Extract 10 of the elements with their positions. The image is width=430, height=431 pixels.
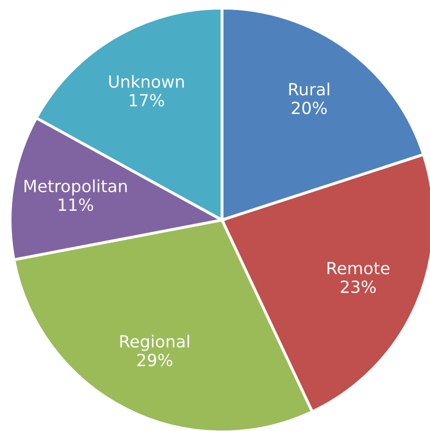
slice-label: Unknown (109, 74, 184, 88)
slice-label: Remote (328, 262, 390, 274)
slice-label: Rural (289, 82, 330, 96)
data-label: 17% (130, 94, 164, 107)
data-label: 29% (137, 354, 172, 366)
data-label: 11% (58, 198, 94, 211)
slice-label: Metropolitan (24, 179, 127, 196)
slice-label: Regional (120, 334, 190, 351)
data-label: 23% (340, 280, 376, 294)
data-label: 20% (292, 102, 327, 114)
